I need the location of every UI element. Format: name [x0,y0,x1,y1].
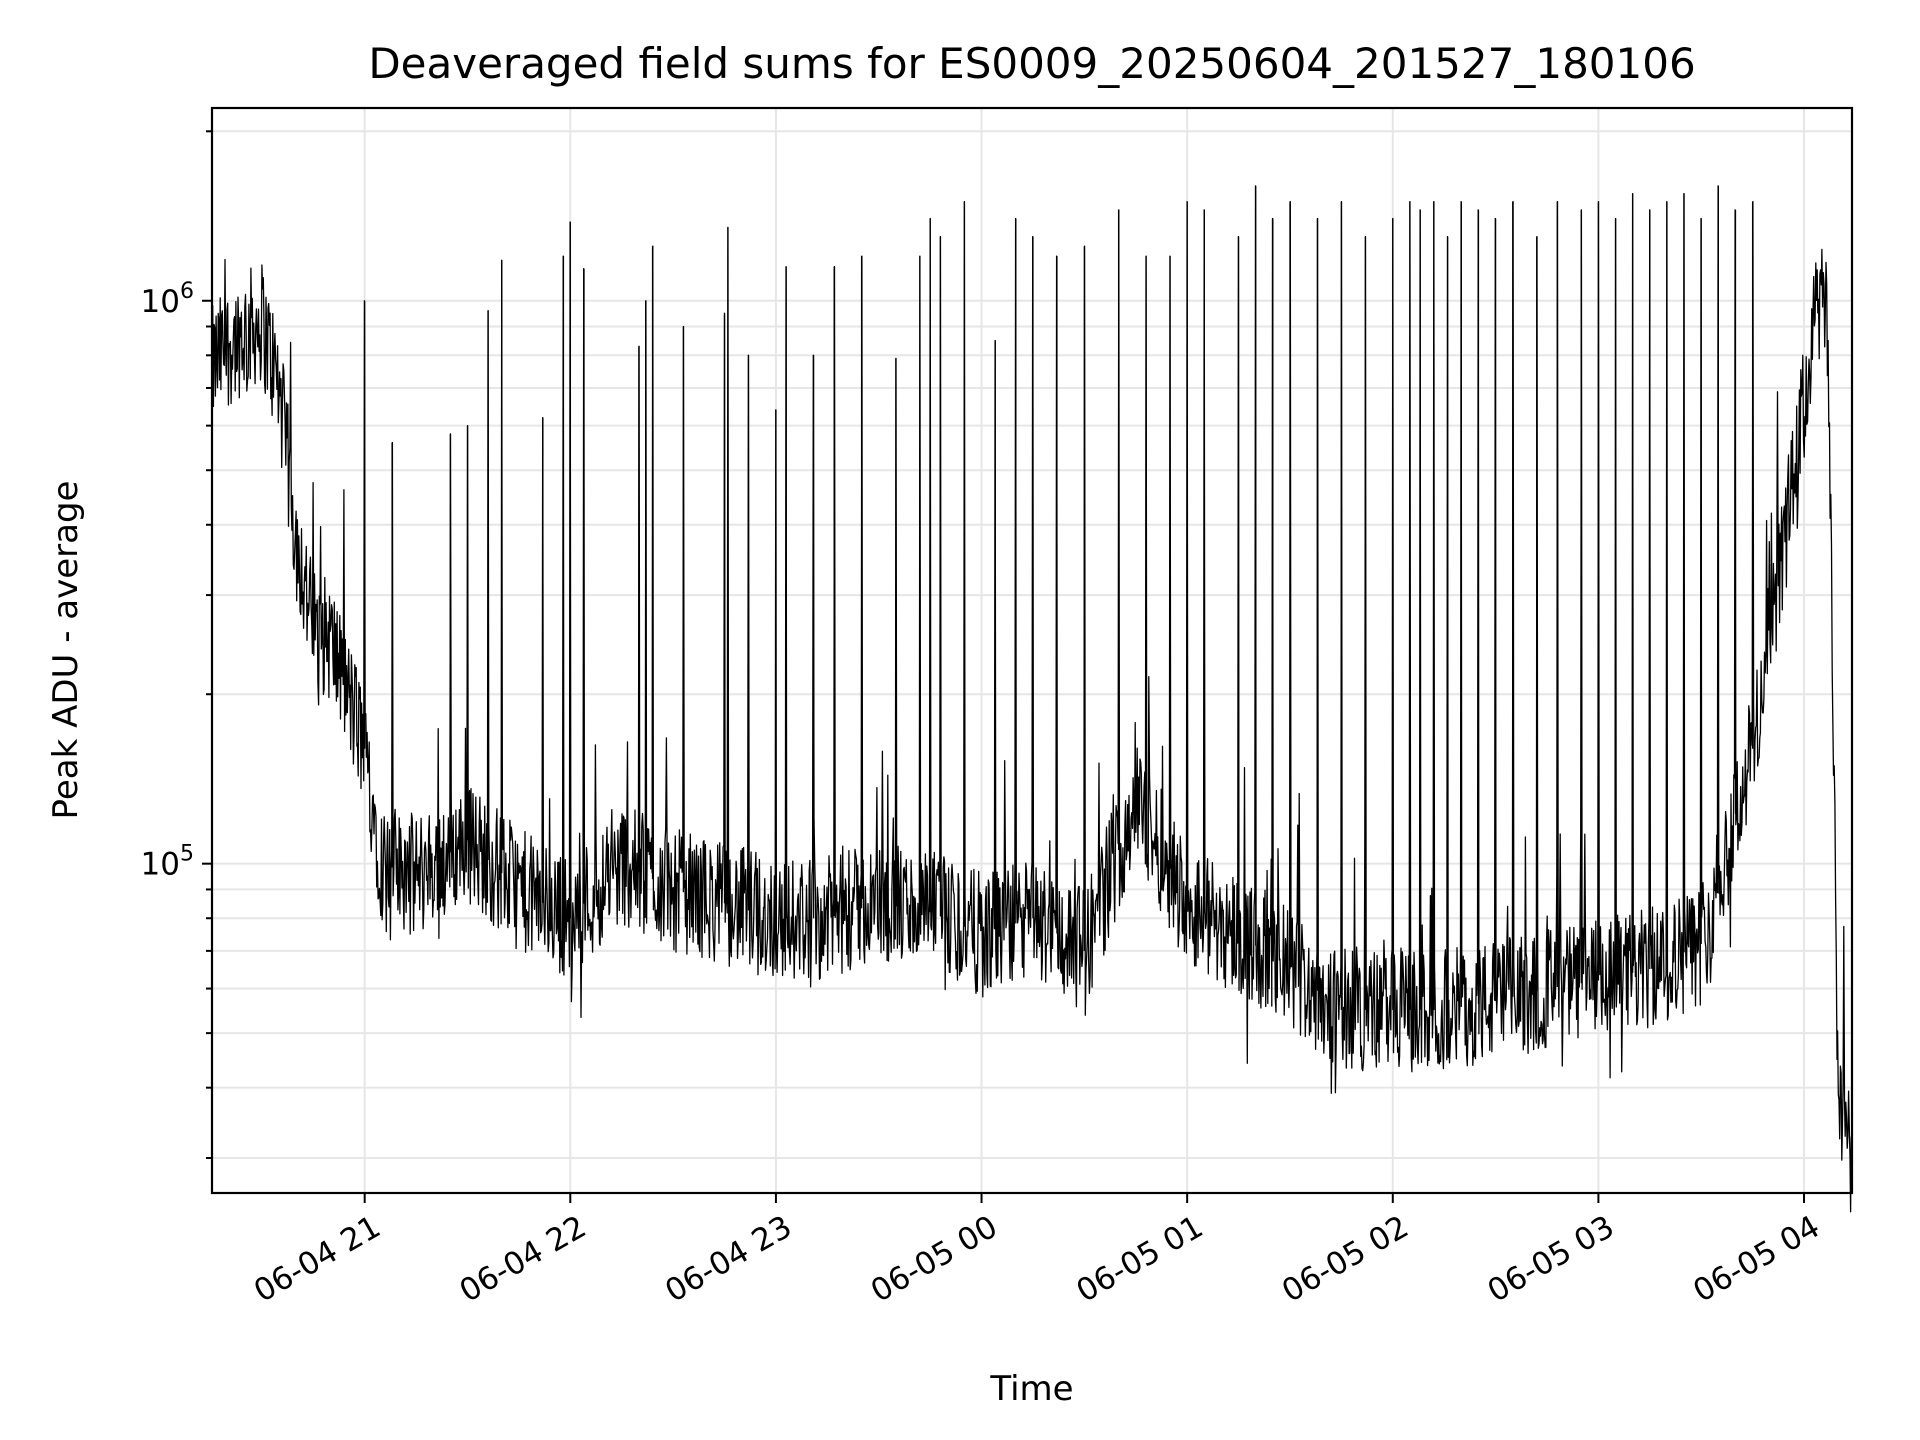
chart-title: Deaveraged field sums for ES0009_2025060… [368,39,1695,88]
x-tick-label: 06-04 22 [454,1209,593,1310]
x-tick-label: 06-05 00 [865,1209,1004,1310]
series-line [211,185,1853,1213]
axes-frame [210,106,1854,1195]
y-tick-label: 105 [141,842,194,883]
x-tick-label: 06-05 02 [1276,1209,1415,1310]
y-axis-label: Peak ADU - average [46,481,86,820]
x-axis: 06-04 21 06-04 22 06-04 23 06-05 00 06-05 01… [248,1193,1826,1310]
x-tick-label: 06-04 21 [248,1209,387,1310]
x-tick-label: 06-05 03 [1482,1209,1621,1310]
x-tick-label: 06-05 01 [1070,1209,1209,1310]
x-tick-label: 06-05 04 [1687,1209,1826,1310]
x-axis-label: Time [989,1369,1073,1409]
plot-area [211,185,1853,1213]
x-tick-label: 06-04 23 [659,1209,798,1310]
y-axis: 105 106 [141,130,212,1160]
y-tick-label: 106 [141,279,194,320]
